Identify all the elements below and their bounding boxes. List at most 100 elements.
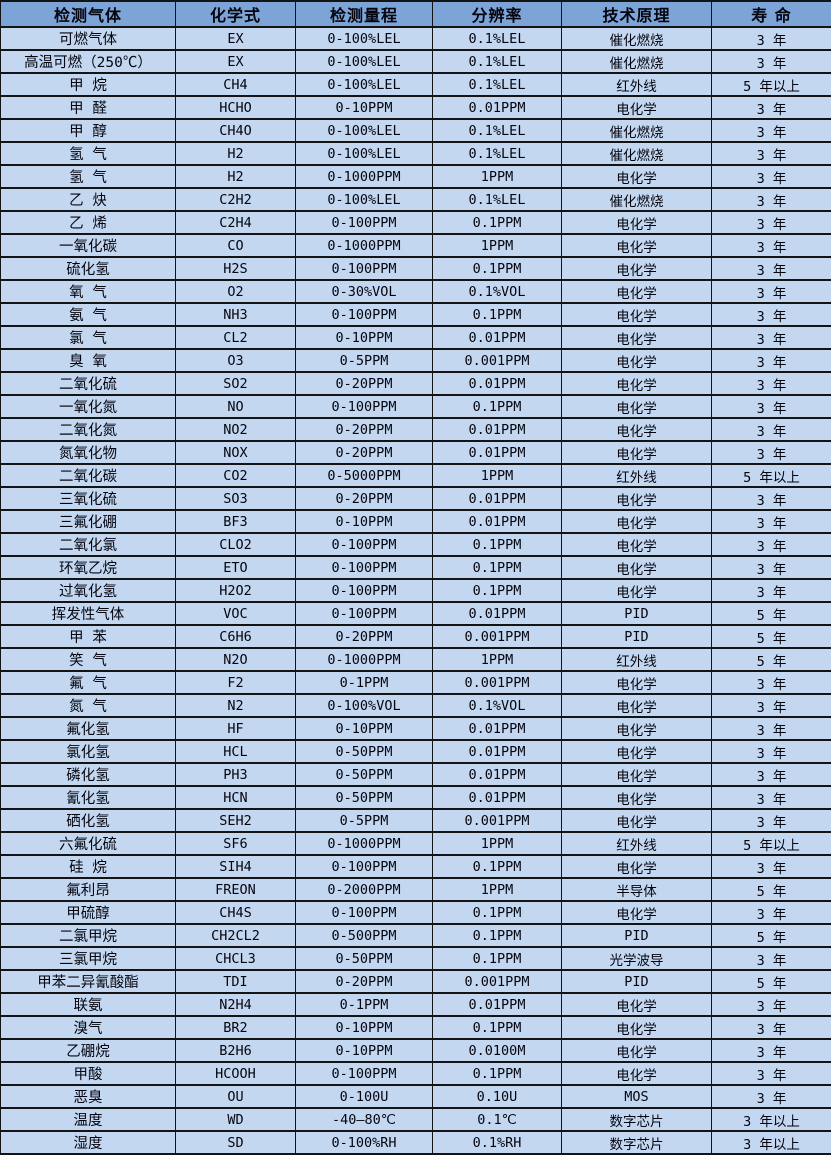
cell-formula: SIH4	[176, 855, 296, 878]
cell-resolution: 0.1%RH	[433, 1131, 562, 1154]
cell-principle: MOS	[562, 1085, 712, 1108]
table-header-row: 检测气体 化学式 检测量程 分辨率 技术原理 寿 命	[1, 1, 831, 27]
cell-formula: SO3	[176, 487, 296, 510]
cell-range: 0-1000PPM	[296, 832, 433, 855]
table-row: 硫化氢 H2S 0-100PPM 0.1PPM 电化学 3 年	[1, 257, 831, 280]
cell-lifespan: 3 年	[712, 901, 831, 924]
cell-gas: 二氧化硫	[1, 372, 176, 395]
cell-range: 0-100PPM	[296, 211, 433, 234]
cell-principle: 电化学	[562, 809, 712, 832]
cell-resolution: 0.001PPM	[433, 671, 562, 694]
cell-range: 0-100%LEL	[296, 27, 433, 50]
cell-lifespan: 3 年	[712, 947, 831, 970]
cell-resolution: 0.1PPM	[433, 556, 562, 579]
cell-lifespan: 3 年	[712, 1039, 831, 1062]
cell-lifespan: 3 年	[712, 993, 831, 1016]
cell-range: 0-50PPM	[296, 947, 433, 970]
cell-principle: 电化学	[562, 211, 712, 234]
cell-gas: 挥发性气体	[1, 602, 176, 625]
cell-resolution: 0.1PPM	[433, 303, 562, 326]
cell-lifespan: 3 年	[712, 556, 831, 579]
cell-gas: 氢 气	[1, 165, 176, 188]
column-header-principle: 技术原理	[562, 1, 712, 27]
cell-range: -40—80℃	[296, 1108, 433, 1131]
cell-principle: 电化学	[562, 280, 712, 303]
cell-lifespan: 5 年	[712, 625, 831, 648]
cell-lifespan: 3 年	[712, 1085, 831, 1108]
column-header-range: 检测量程	[296, 1, 433, 27]
cell-principle: 电化学	[562, 579, 712, 602]
cell-formula: F2	[176, 671, 296, 694]
cell-range: 0-50PPM	[296, 786, 433, 809]
cell-gas: 六氟化硫	[1, 832, 176, 855]
cell-gas: 硅 烷	[1, 855, 176, 878]
table-row: 甲酸 HCOOH 0-100PPM 0.1PPM 电化学 3 年	[1, 1062, 831, 1085]
cell-formula: O2	[176, 280, 296, 303]
cell-lifespan: 3 年	[712, 1016, 831, 1039]
table-row: 磷化氢 PH3 0-50PPM 0.01PPM 电化学 3 年	[1, 763, 831, 786]
table-row: 二氧化硫 SO2 0-20PPM 0.01PPM 电化学 3 年	[1, 372, 831, 395]
cell-principle: 催化燃烧	[562, 142, 712, 165]
column-header-gas: 检测气体	[1, 1, 176, 27]
cell-range: 0-100%LEL	[296, 73, 433, 96]
cell-resolution: 0.01PPM	[433, 786, 562, 809]
cell-principle: 催化燃烧	[562, 119, 712, 142]
cell-range: 0-1000PPM	[296, 234, 433, 257]
table-row: 氟利昂 FREON 0-2000PPM 1PPM 半导体 5 年	[1, 878, 831, 901]
cell-principle: 电化学	[562, 556, 712, 579]
cell-resolution: 0.10U	[433, 1085, 562, 1108]
cell-formula: NH3	[176, 303, 296, 326]
cell-resolution: 0.001PPM	[433, 809, 562, 832]
cell-principle: 数字芯片	[562, 1131, 712, 1154]
cell-resolution: 1PPM	[433, 648, 562, 671]
cell-principle: PID	[562, 924, 712, 947]
cell-lifespan: 5 年以上	[712, 464, 831, 487]
cell-principle: 电化学	[562, 855, 712, 878]
cell-range: 0-5PPM	[296, 809, 433, 832]
cell-gas: 氟化氢	[1, 717, 176, 740]
cell-resolution: 0.1PPM	[433, 901, 562, 924]
table-row: 笑 气 N2O 0-1000PPM 1PPM 红外线 5 年	[1, 648, 831, 671]
cell-resolution: 0.1%LEL	[433, 73, 562, 96]
cell-gas: 氧 气	[1, 280, 176, 303]
column-header-resolution: 分辨率	[433, 1, 562, 27]
cell-range: 0-2000PPM	[296, 878, 433, 901]
cell-lifespan: 3 年	[712, 1062, 831, 1085]
table-row: 氢 气 H2 0-100%LEL 0.1%LEL 催化燃烧 3 年	[1, 142, 831, 165]
cell-range: 0-5000PPM	[296, 464, 433, 487]
cell-lifespan: 3 年	[712, 165, 831, 188]
table-row: 三氧化硫 SO3 0-20PPM 0.01PPM 电化学 3 年	[1, 487, 831, 510]
cell-lifespan: 3 年	[712, 487, 831, 510]
table-row: 氯化氢 HCL 0-50PPM 0.01PPM 电化学 3 年	[1, 740, 831, 763]
cell-principle: 电化学	[562, 487, 712, 510]
cell-resolution: 0.1PPM	[433, 211, 562, 234]
cell-formula: VOC	[176, 602, 296, 625]
cell-lifespan: 3 年	[712, 326, 831, 349]
cell-gas: 甲苯二异氰酸酯	[1, 970, 176, 993]
table-row: 湿度 SD 0-100%RH 0.1%RH 数字芯片 3 年以上	[1, 1131, 831, 1154]
cell-range: 0-20PPM	[296, 418, 433, 441]
cell-range: 0-100PPM	[296, 257, 433, 280]
cell-range: 0-100PPM	[296, 602, 433, 625]
cell-principle: 电化学	[562, 510, 712, 533]
cell-resolution: 1PPM	[433, 234, 562, 257]
table-row: 挥发性气体 VOC 0-100PPM 0.01PPM PID 5 年	[1, 602, 831, 625]
cell-formula: OU	[176, 1085, 296, 1108]
cell-formula: O3	[176, 349, 296, 372]
table-row: 硒化氢 SEH2 0-5PPM 0.001PPM 电化学 3 年	[1, 809, 831, 832]
cell-resolution: 0.1PPM	[433, 257, 562, 280]
cell-principle: 电化学	[562, 1039, 712, 1062]
cell-formula: HCOOH	[176, 1062, 296, 1085]
cell-lifespan: 3 年	[712, 96, 831, 119]
cell-formula: HF	[176, 717, 296, 740]
cell-formula: CO	[176, 234, 296, 257]
cell-range: 0-100%LEL	[296, 188, 433, 211]
cell-resolution: 0.1PPM	[433, 947, 562, 970]
table-row: 一氧化氮 NO 0-100PPM 0.1PPM 电化学 3 年	[1, 395, 831, 418]
cell-gas: 氰化氢	[1, 786, 176, 809]
cell-formula: SF6	[176, 832, 296, 855]
cell-resolution: 0.1%LEL	[433, 27, 562, 50]
cell-gas: 甲 醇	[1, 119, 176, 142]
cell-range: 0-100%LEL	[296, 142, 433, 165]
cell-resolution: 0.01PPM	[433, 326, 562, 349]
